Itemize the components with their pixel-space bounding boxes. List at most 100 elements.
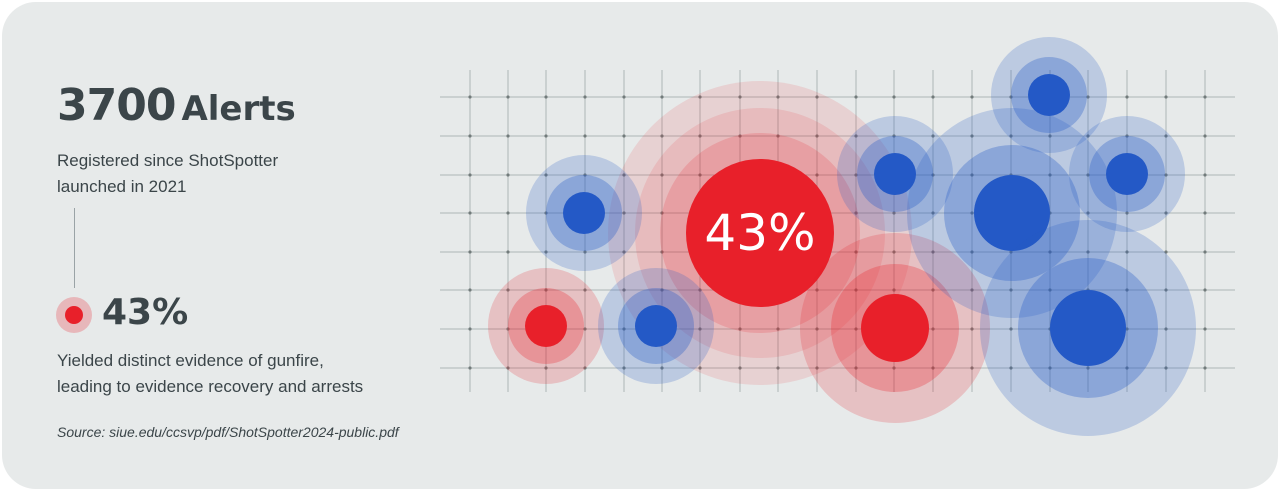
grid-node: [583, 366, 587, 370]
grid-node: [970, 173, 974, 177]
bubble-core-blue: [974, 175, 1050, 251]
grid-node: [892, 211, 896, 215]
description-line: leading to evidence recovery and arrests: [57, 377, 364, 396]
grid-node: [892, 366, 896, 370]
grid-node: [1125, 366, 1129, 370]
bubble-core-red: [525, 305, 567, 347]
grid-node: [622, 366, 626, 370]
grid-node: [660, 134, 664, 138]
grid-node: [583, 288, 587, 292]
grid-node: [970, 211, 974, 215]
grid-node: [583, 95, 587, 99]
grid-node: [506, 134, 510, 138]
grid-node: [506, 173, 510, 177]
grid-node: [1086, 173, 1090, 177]
grid-node: [1125, 327, 1129, 331]
grid-node: [1203, 288, 1207, 292]
grid-node: [1164, 250, 1168, 254]
grid-node: [1203, 327, 1207, 331]
alerts-unit: Alerts: [181, 89, 296, 129]
grid-node: [738, 327, 742, 331]
bubble-core-blue: [1050, 290, 1126, 366]
grid-node: [738, 366, 742, 370]
alerts-subtitle: Registered since ShotSpotter launched in…: [57, 148, 357, 200]
grid-node: [815, 327, 819, 331]
alerts-headline: 3700 Alerts: [57, 84, 296, 128]
grid-node: [776, 327, 780, 331]
grid-node: [1125, 95, 1129, 99]
bubble-core-blue: [1028, 74, 1070, 116]
grid-node: [738, 95, 742, 99]
grid-node: [1125, 211, 1129, 215]
grid-node: [931, 173, 935, 177]
grid-node: [583, 173, 587, 177]
grid-node: [698, 327, 702, 331]
grid-node: [468, 250, 472, 254]
grid-node: [892, 95, 896, 99]
grid-node: [970, 327, 974, 331]
grid-node: [660, 288, 664, 292]
grid-node: [931, 95, 935, 99]
grid-node: [892, 134, 896, 138]
grid-node: [970, 250, 974, 254]
grid-node: [468, 173, 472, 177]
grid-node: [854, 288, 858, 292]
grid-node: [622, 288, 626, 292]
grid-node: [544, 366, 548, 370]
grid-node: [1086, 134, 1090, 138]
grid-node: [1009, 288, 1013, 292]
grid-node: [468, 134, 472, 138]
grid-node: [506, 95, 510, 99]
grid-node: [468, 95, 472, 99]
grid-node: [660, 211, 664, 215]
bubble-core-blue: [1106, 153, 1148, 195]
grid-node: [506, 288, 510, 292]
grid-node: [506, 211, 510, 215]
grid-node: [622, 327, 626, 331]
grid-node: [815, 134, 819, 138]
grid-node: [622, 250, 626, 254]
grid-node: [931, 327, 935, 331]
grid-node: [1203, 366, 1207, 370]
grid-node: [815, 173, 819, 177]
grid-node: [660, 173, 664, 177]
grid-node: [854, 173, 858, 177]
grid-node: [1009, 95, 1013, 99]
grid-node: [970, 366, 974, 370]
grid-node: [1125, 288, 1129, 292]
grid-node: [1048, 134, 1052, 138]
grid-node: [1164, 288, 1168, 292]
grid-node: [698, 134, 702, 138]
grid-node: [544, 95, 548, 99]
grid-node: [854, 95, 858, 99]
grid-node: [622, 173, 626, 177]
grid-node: [1086, 366, 1090, 370]
grid-node: [931, 366, 935, 370]
grid-node: [970, 95, 974, 99]
grid-node: [738, 134, 742, 138]
grid-node: [1086, 211, 1090, 215]
grid-node: [854, 327, 858, 331]
grid-node: [854, 211, 858, 215]
grid-node: [660, 366, 664, 370]
grid-node: [854, 250, 858, 254]
stat-percentage: 43%: [102, 292, 189, 333]
grid-node: [1164, 134, 1168, 138]
grid-node: [892, 250, 896, 254]
grid-node: [931, 250, 935, 254]
grid-node: [698, 366, 702, 370]
grid-node: [931, 288, 935, 292]
grid-node: [1164, 327, 1168, 331]
grid-node: [1125, 134, 1129, 138]
grid-node: [815, 366, 819, 370]
grid-node: [660, 250, 664, 254]
grid-node: [544, 288, 548, 292]
grid-node: [468, 327, 472, 331]
grid-node: [1203, 211, 1207, 215]
grid-node: [1009, 327, 1013, 331]
grid-node: [931, 211, 935, 215]
subtitle-line: launched in 2021: [57, 177, 187, 196]
grid-node: [660, 95, 664, 99]
source-citation: Source: siue.edu/ccsvp/pdf/ShotSpotter20…: [57, 424, 399, 440]
